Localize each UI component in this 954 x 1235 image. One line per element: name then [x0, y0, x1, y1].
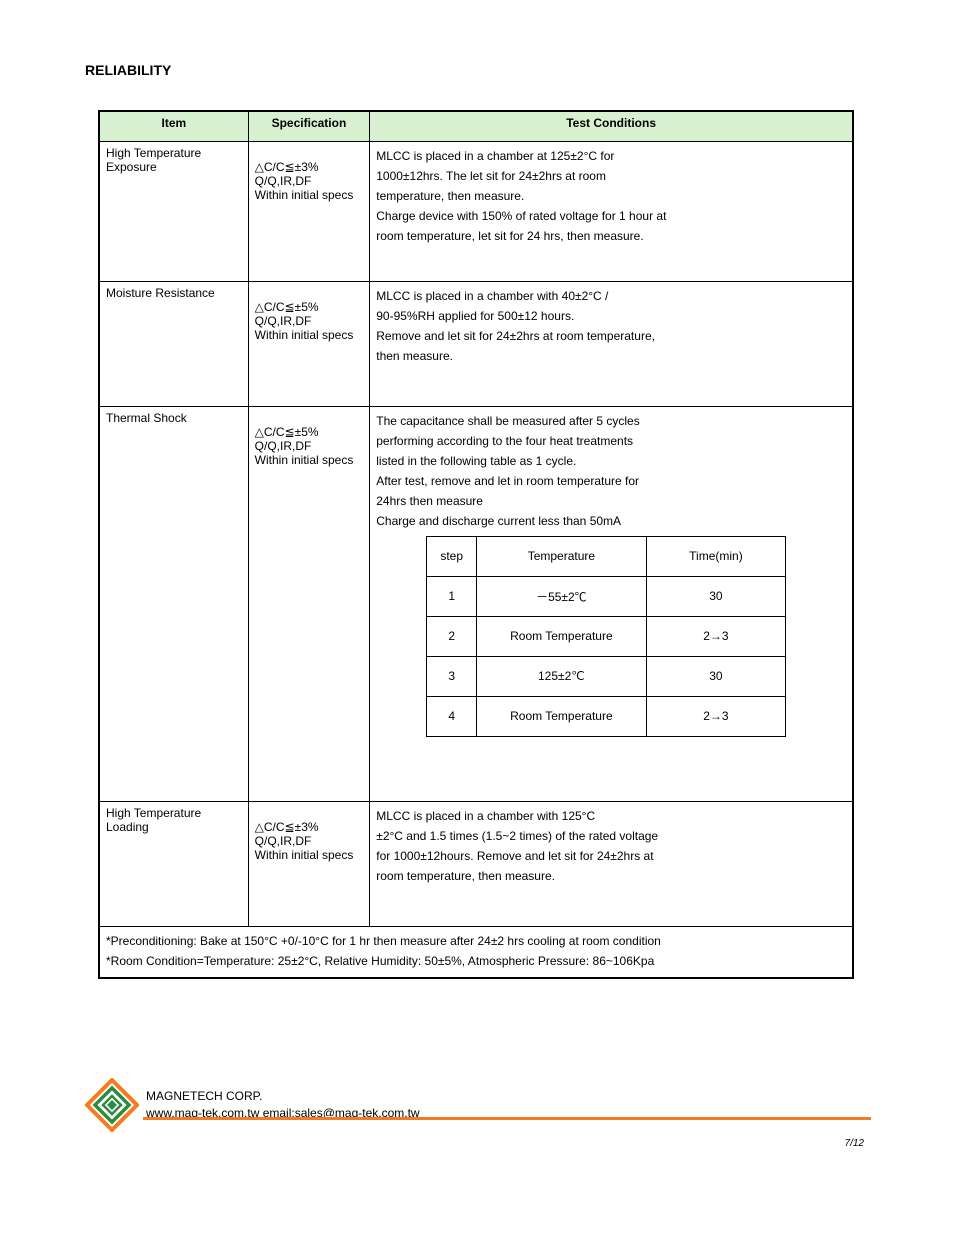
inner-step: 3: [427, 656, 477, 696]
inner-hdr-time: Time(min): [646, 536, 786, 576]
cond-line: MLCC is placed in a chamber at 125±2°C f…: [376, 148, 846, 164]
cond-line: 24hrs then measure: [376, 493, 846, 509]
item-cell: Moisture Resistance: [99, 281, 248, 406]
item-text: Thermal Shock: [106, 411, 187, 425]
conds-cell: The capacitance shall be measured after …: [370, 406, 853, 801]
table-row: Thermal Shock △C/C≦±5% Q/Q,IR,DF Within …: [99, 406, 853, 801]
cond-line: then measure.: [376, 348, 846, 364]
cond-line: listed in the following table as 1 cycle…: [376, 453, 846, 469]
spec-cell: △C/C≦±3% Q/Q,IR,DF Within initial specs: [248, 141, 370, 281]
cond-line: MLCC is placed in a chamber with 125°C: [376, 808, 846, 824]
cond-line: temperature, then measure.: [376, 188, 846, 204]
header-conds: Test Conditions: [370, 111, 853, 141]
item-cell: High Temperature Exposure: [99, 141, 248, 281]
inner-hdr-temp: Temperature: [477, 536, 646, 576]
item-cell: Thermal Shock: [99, 406, 248, 801]
item-text: High Temperature Loading: [106, 806, 201, 834]
room-condition-note: *Room Condition=Temperature: 25±2°C, Rel…: [106, 953, 846, 969]
cond-line: 1000±12hrs. The let sit for 24±2hrs at r…: [376, 168, 846, 184]
cond-line: for 1000±12hours. Remove and let sit for…: [376, 848, 846, 864]
page-title: RELIABILITY: [85, 62, 171, 78]
cond-line: Remove and let sit for 24±2hrs at room t…: [376, 328, 846, 344]
header-item: Item: [99, 111, 248, 141]
conds-cell: MLCC is placed in a chamber with 40±2°C …: [370, 281, 853, 406]
inner-time: 2→3: [646, 696, 786, 736]
conds-cell: MLCC is placed in a chamber at 125±2°C f…: [370, 141, 853, 281]
inner-step: 1: [427, 576, 477, 616]
table-row: High Temperature Exposure △C/C≦±3% Q/Q,I…: [99, 141, 853, 281]
item-text: High Temperature Exposure: [106, 146, 201, 174]
header-spec: Specification: [248, 111, 370, 141]
inner-time: 2→3: [646, 616, 786, 656]
spec-text: △C/C≦±3% Q/Q,IR,DF Within initial specs: [255, 820, 354, 862]
footer-divider: [143, 1117, 871, 1120]
inner-step: 2: [427, 616, 477, 656]
cond-line: ±2°C and 1.5 times (1.5~2 times) of the …: [376, 828, 846, 844]
table-row: *Preconditioning: Bake at 150°C +0/-10°C…: [99, 926, 853, 978]
cond-line: The capacitance shall be measured after …: [376, 413, 846, 429]
table-row: Moisture Resistance △C/C≦±5% Q/Q,IR,DF W…: [99, 281, 853, 406]
conds-cell: MLCC is placed in a chamber with 125°C ±…: [370, 801, 853, 926]
cond-line: performing according to the four heat tr…: [376, 433, 846, 449]
inner-step: 4: [427, 696, 477, 736]
page-number: 7/12: [845, 1138, 864, 1149]
inner-temp: Room Temperature: [477, 616, 646, 656]
footer-company: MAGNETECH CORP.: [146, 1088, 420, 1105]
cond-line: After test, remove and let in room tempe…: [376, 473, 846, 489]
cond-line: room temperature, let sit for 24 hrs, th…: [376, 228, 846, 244]
inner-temp: Room Temperature: [477, 696, 646, 736]
cond-line: MLCC is placed in a chamber with 40±2°C …: [376, 288, 846, 304]
cond-line: 90-95%RH applied for 500±12 hours.: [376, 308, 846, 324]
spec-text: △C/C≦±3% Q/Q,IR,DF Within initial specs: [255, 160, 354, 202]
spec-cell: △C/C≦±5% Q/Q,IR,DF Within initial specs: [248, 406, 370, 801]
inner-time: 30: [646, 576, 786, 616]
inner-temp: －55±2℃: [477, 576, 646, 616]
item-cell: High Temperature Loading: [99, 801, 248, 926]
company-logo-icon: [85, 1078, 139, 1132]
spec-cell: △C/C≦±3% Q/Q,IR,DF Within initial specs: [248, 801, 370, 926]
inner-time: 30: [646, 656, 786, 696]
cond-line: room temperature, then measure.: [376, 868, 846, 884]
preconditioning-note: *Preconditioning: Bake at 150°C +0/-10°C…: [106, 933, 846, 949]
thermal-cycle-table: step Temperature Time(min) 1 －55±2℃ 30 2…: [426, 536, 786, 737]
spec-text: △C/C≦±5% Q/Q,IR,DF Within initial specs: [255, 425, 354, 467]
notes-cell: *Preconditioning: Bake at 150°C +0/-10°C…: [99, 926, 853, 978]
inner-temp: 125±2℃: [477, 656, 646, 696]
inner-hdr-step: step: [427, 536, 477, 576]
spec-text: △C/C≦±5% Q/Q,IR,DF Within initial specs: [255, 300, 354, 342]
cond-line: Charge device with 150% of rated voltage…: [376, 208, 846, 224]
table-row: High Temperature Loading △C/C≦±3% Q/Q,IR…: [99, 801, 853, 926]
item-text: Moisture Resistance: [106, 286, 215, 300]
cond-line: Charge and discharge current less than 5…: [376, 513, 846, 529]
reliability-table: Item Specification Test Conditions High …: [98, 110, 854, 979]
spec-cell: △C/C≦±5% Q/Q,IR,DF Within initial specs: [248, 281, 370, 406]
